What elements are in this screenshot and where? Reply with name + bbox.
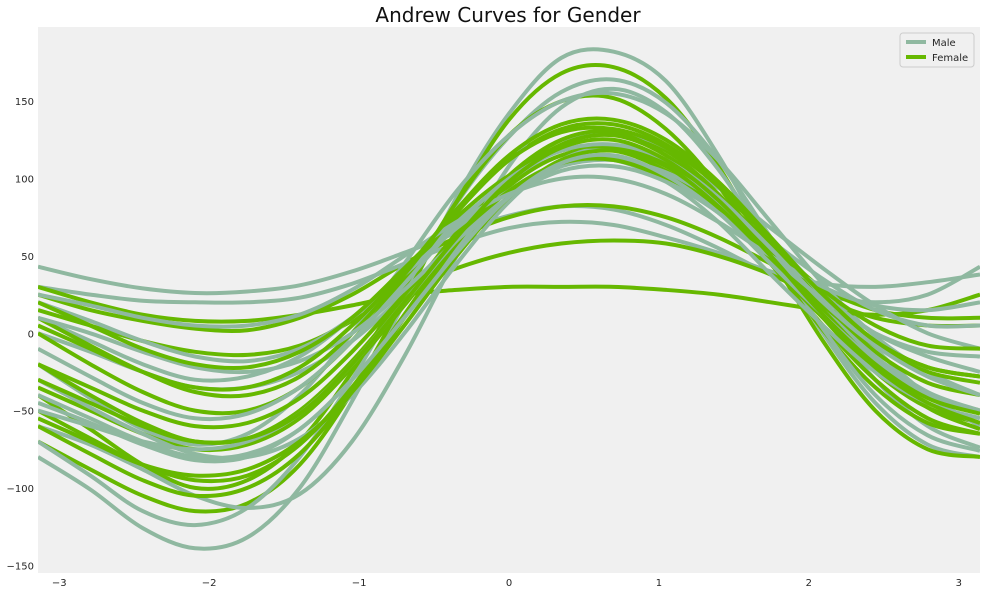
x-tick-label: −3 — [52, 578, 67, 589]
x-axis-ticks: −3 −2 −1 0 1 2 3 — [52, 578, 962, 589]
y-tick-label: 50 — [21, 252, 34, 263]
chart-title: Andrew Curves for Gender — [375, 3, 641, 27]
curve-female-1 — [38, 63, 980, 514]
x-tick-label: 0 — [506, 578, 512, 589]
legend-label-female: Female — [932, 53, 968, 64]
curve-female-12 — [38, 156, 980, 430]
x-tick-label: 2 — [806, 578, 812, 589]
y-tick-label: −150 — [7, 561, 34, 572]
y-axis-ticks: −150 −100 −50 0 50 100 150 — [7, 97, 34, 572]
curve-male-9 — [38, 86, 980, 511]
curve-male-14 — [38, 142, 980, 422]
x-tick-label: 1 — [656, 578, 662, 589]
y-tick-label: −100 — [7, 484, 34, 495]
x-tick-label: −2 — [202, 578, 217, 589]
x-tick-label: −1 — [352, 578, 367, 589]
legend-label-male: Male — [932, 38, 956, 49]
curve-male-5 — [38, 90, 980, 447]
x-tick-label: 3 — [956, 578, 962, 589]
curves-layer — [38, 47, 980, 551]
curve-female-16 — [38, 137, 980, 445]
curve-female-15 — [38, 125, 980, 392]
curve-male-15 — [38, 174, 980, 329]
curve-female-13 — [38, 144, 980, 371]
y-tick-label: 100 — [15, 175, 34, 186]
y-tick-label: 0 — [28, 329, 34, 340]
legend: Male Female — [899, 32, 975, 68]
y-tick-label: 150 — [15, 97, 34, 108]
y-tick-label: −50 — [13, 407, 34, 418]
